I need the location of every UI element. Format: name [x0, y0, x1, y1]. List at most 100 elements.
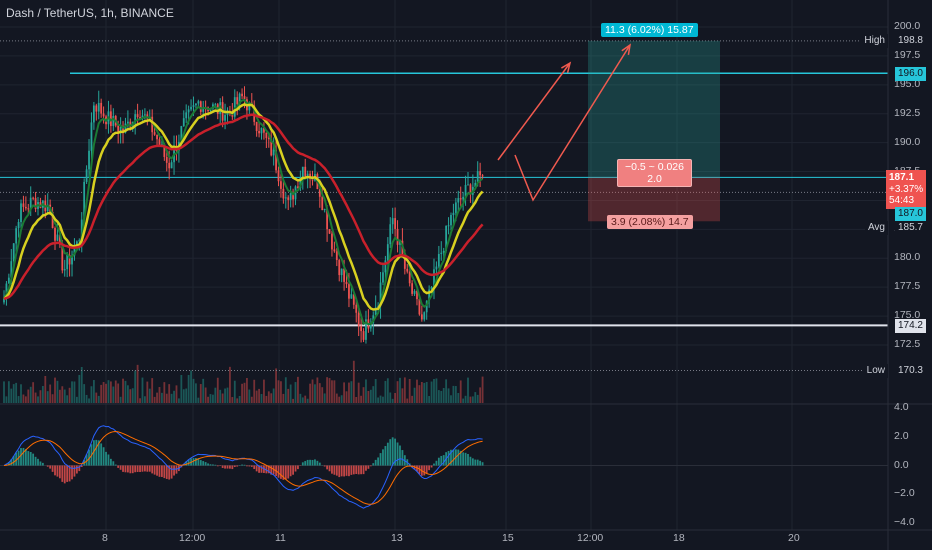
macd-histogram-bar [348, 465, 350, 477]
macd-histogram-bar [88, 449, 90, 466]
volume-bar [78, 374, 81, 403]
candle-body [394, 218, 397, 229]
candle-body [112, 115, 115, 127]
candle-body [355, 304, 358, 313]
macd-histogram-bar [323, 465, 326, 467]
candle-body [408, 271, 411, 284]
stop-label[interactable]: 3.9 (2.08%) 14.7 [607, 215, 693, 229]
volume-bar [131, 388, 134, 403]
projection-arrows[interactable] [497, 43, 632, 202]
volume-bar [202, 378, 205, 403]
candle-body [15, 228, 18, 244]
candle-body [384, 260, 387, 273]
macd-histogram-bar [260, 465, 263, 473]
candle-body [462, 196, 465, 200]
macd-tick-label: 2.0 [894, 429, 909, 442]
price-tick-label: 190.0 [894, 135, 921, 148]
volume-bar [66, 395, 69, 403]
macd-histogram-bar [306, 459, 309, 466]
macd-histogram-bar [382, 449, 384, 466]
volume-bar [34, 392, 37, 403]
high-label: High [861, 34, 888, 48]
volume-bar [306, 398, 309, 403]
candle-body [63, 269, 66, 271]
volume-bar [309, 383, 311, 403]
macd-histogram-bar [289, 465, 292, 477]
macd-histogram-bar [114, 464, 117, 466]
volume-bar [454, 386, 457, 403]
candle-body [24, 206, 27, 209]
volume-bar [17, 396, 20, 403]
price-levels [0, 40, 888, 371]
macd-histogram-bar [34, 456, 37, 466]
target-label[interactable]: 11.3 (6.02%) 15.87 [601, 23, 698, 37]
candle-body [301, 166, 304, 178]
macd-histogram-bar [165, 465, 168, 479]
macd-histogram-bar [126, 465, 129, 473]
macd-histogram-bar [340, 465, 343, 477]
candle-body [345, 281, 348, 285]
volume-bar [445, 379, 448, 403]
position-center-label[interactable]: −0.5 ~ 0.026 2.0 [617, 159, 692, 187]
volume-bar [92, 380, 95, 403]
long-position-tool[interactable] [588, 40, 720, 222]
volume-bar [367, 390, 370, 403]
candle-body [58, 234, 61, 245]
volume-bar [226, 387, 229, 403]
candle-body [280, 181, 282, 189]
macd-histogram-bar [161, 465, 163, 477]
candle-body [323, 208, 326, 211]
volume-bar [277, 380, 280, 403]
candle-body [479, 171, 482, 176]
macd-histogram-bar [107, 454, 110, 466]
volume-bar [304, 395, 307, 403]
candle-body [124, 123, 127, 133]
macd-histogram-bar [311, 459, 314, 466]
macd-histogram-bar [437, 457, 440, 466]
macd-histogram-bar [226, 465, 229, 469]
macd-histogram-bar [158, 465, 161, 477]
macd-histogram-bar [78, 465, 81, 472]
macd-histogram-bar [141, 465, 144, 472]
volume-bar [126, 385, 129, 403]
arrow-up-2 [514, 44, 631, 202]
candle-body [180, 126, 183, 142]
candle-body [374, 307, 377, 316]
candle-body [226, 111, 229, 116]
volume-bar [374, 379, 377, 403]
volume-bar [331, 380, 333, 403]
volume-bar [250, 396, 253, 403]
volume-bar [158, 387, 161, 403]
candle-body [413, 291, 416, 294]
macd-histogram-bar [134, 465, 137, 473]
volume-bar [197, 397, 200, 403]
arrow-up-1-head [561, 61, 572, 73]
candle-body [263, 127, 265, 133]
candle-body [420, 314, 423, 320]
macd-histogram-bar [187, 459, 190, 466]
candle-body [22, 203, 25, 207]
volume-bar [95, 392, 98, 403]
volume-bar [425, 381, 428, 403]
volume-bar [139, 398, 141, 403]
macd-histogram-bar [258, 465, 260, 473]
volume-bar [5, 396, 8, 403]
candle-body [143, 114, 146, 116]
candle-body [163, 144, 166, 157]
macd-histogram-bar [369, 465, 372, 467]
volume-bar [318, 383, 321, 403]
ema-lines [3, 98, 484, 326]
candle-body [333, 249, 336, 252]
candle-body [12, 243, 15, 262]
macd-histogram-bar [102, 447, 105, 466]
macd-histogram-bar [229, 465, 231, 469]
macd-histogram-bar [185, 461, 188, 466]
candle-body [90, 122, 93, 151]
macd-histogram-bar [282, 465, 285, 480]
candle-body [328, 229, 331, 234]
volume-bar [187, 374, 190, 403]
candle-body [136, 114, 139, 118]
volume-bar [61, 386, 64, 403]
volume-bar [394, 392, 397, 403]
